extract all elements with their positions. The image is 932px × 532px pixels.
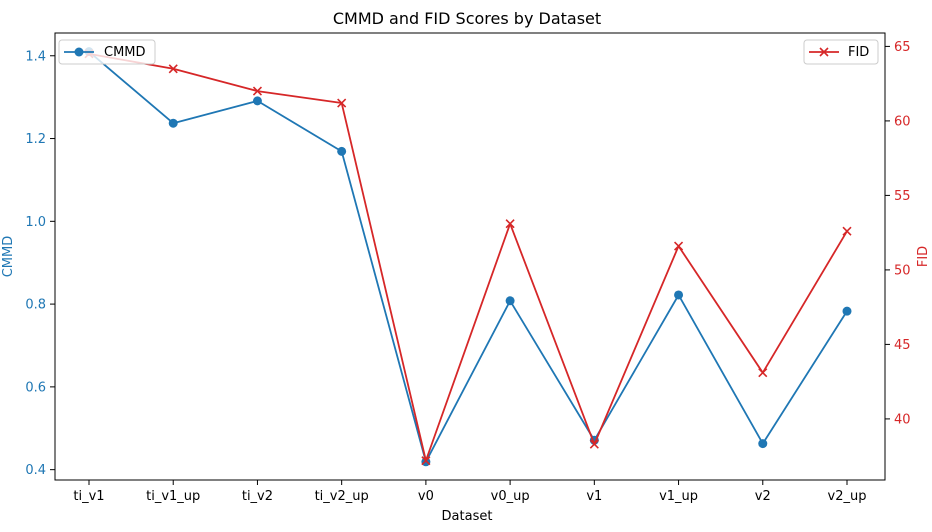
series-cmmd-point (168, 118, 178, 128)
chart-title: CMMD and FID Scores by Dataset (333, 9, 601, 28)
series-layer (84, 47, 852, 467)
series-fid (84, 49, 852, 466)
legend-cmmd-box (58, 39, 156, 65)
series-fid-point (758, 368, 768, 378)
series-cmmd-point (505, 296, 515, 306)
left-tick-label: 1.2 (25, 132, 46, 147)
series-fid-point (252, 86, 263, 96)
series-cmmd-point (252, 96, 262, 106)
right-tick-label: 45 (894, 338, 911, 353)
x-tick-label: v2 (755, 489, 771, 504)
series-fid-line (88, 52, 848, 462)
series-cmmd-point (758, 439, 768, 449)
series-cmmd-point (337, 146, 347, 156)
series-cmmd-point (421, 457, 431, 467)
x-tick-label: v1_up (659, 489, 698, 504)
x-tick-label: ti_v1_up (146, 489, 200, 504)
right-axis-ticks: 40 45 50 55 60 65 (885, 40, 911, 427)
plot-frame (54, 32, 886, 481)
left-tick-label: 1.0 (25, 215, 46, 230)
legend-cmmd-label: CMMD (104, 45, 146, 60)
right-tick-label: 60 (894, 114, 911, 129)
left-axis-ticks: 0.4 0.6 0.8 1.0 1.2 1.4 (25, 49, 55, 478)
series-fid-point (168, 64, 178, 74)
right-tick-label: 55 (894, 189, 911, 204)
left-tick-label: 0.4 (25, 463, 46, 478)
left-tick-label: 0.6 (25, 380, 46, 395)
right-tick-label: 40 (894, 412, 911, 427)
x-axis-ticks: ti_v1 ti_v1_up ti_v2 ti_v2_up v0 v0_up v1 v1_up… (73, 480, 866, 504)
x-tick-label: ti_v2 (242, 489, 273, 504)
series-fid-point (842, 226, 852, 236)
right-axis-label: FID (916, 246, 931, 267)
series-cmmd-line (88, 50, 848, 463)
x-tick-label: v0_up (491, 489, 530, 504)
series-fid-point (589, 439, 599, 449)
series-fid-point (421, 456, 431, 466)
legend-fid-box (803, 39, 879, 65)
left-axis-label: CMMD (1, 236, 16, 278)
left-tick-label: 1.4 (25, 49, 46, 64)
x-tick-label: ti_v1 (73, 489, 104, 504)
x-tick-label: ti_v2_up (315, 489, 369, 504)
left-tick-label: 0.8 (25, 298, 46, 313)
right-tick-label: 65 (894, 40, 911, 55)
x-axis-label: Dataset (442, 509, 493, 524)
legend-fid-marker (819, 47, 829, 57)
x-tick-label: v2_up (828, 489, 867, 504)
legend-fid-label: FID (848, 45, 869, 60)
series-cmmd-point (842, 306, 852, 316)
series-cmmd (84, 47, 852, 467)
series-cmmd-point (674, 290, 684, 300)
series-fid-point (505, 219, 515, 229)
legend-fid: FID (803, 39, 879, 65)
series-fid-point (337, 98, 347, 108)
right-tick-label: 50 (894, 263, 911, 278)
legend-cmmd-marker (74, 47, 84, 57)
x-tick-label: v0 (418, 489, 434, 504)
series-fid-point (673, 241, 684, 251)
legend-cmmd: CMMD (58, 39, 156, 65)
x-tick-label: v1 (586, 489, 602, 504)
